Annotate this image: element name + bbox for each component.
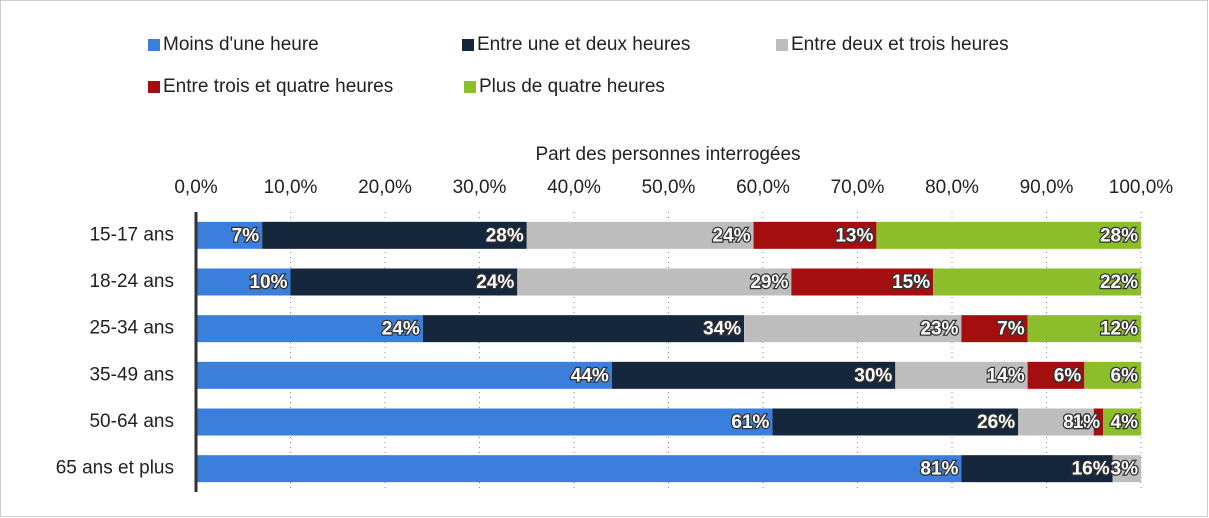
legend-swatch (464, 81, 476, 93)
bar-segment (961, 315, 1028, 343)
bar-segment (772, 408, 1019, 436)
bar-segment (422, 315, 745, 343)
x-tick-label: 30,0% (453, 177, 507, 198)
bar-segment (744, 315, 962, 343)
legend-swatch (148, 81, 160, 93)
x-axis-label: Part des personnes interrogées (535, 144, 800, 165)
value-label: 23% (920, 319, 958, 340)
bar-segment (933, 268, 1141, 296)
y-tick-label: 18-24 ans (89, 271, 174, 292)
bar-segment (196, 268, 291, 296)
bar-segment (196, 315, 423, 343)
bar-segment (895, 361, 1028, 389)
legend-label: Entre une et deux heures (477, 34, 690, 55)
value-label: 24% (476, 272, 514, 293)
value-label: 34% (703, 319, 741, 340)
x-tick-label: 70,0% (831, 177, 885, 198)
legend-label: Entre trois et quatre heures (163, 76, 393, 97)
bar-segment (876, 221, 1141, 249)
bar-segment (196, 455, 962, 483)
value-label: 7% (232, 225, 260, 246)
bar-segment (611, 361, 896, 389)
y-tick-label: 35-49 ans (89, 364, 174, 385)
x-tick-label: 90,0% (1020, 177, 1074, 198)
bar-segment (753, 221, 877, 249)
x-tick-label: 100,0% (1109, 177, 1174, 198)
value-label: 28% (486, 225, 524, 246)
x-tick-label: 80,0% (925, 177, 979, 198)
bar-segment (1112, 455, 1141, 483)
bar-segment (961, 455, 1113, 483)
legend-label: Moins d'une heure (163, 34, 319, 55)
legend-label: Plus de quatre heures (479, 76, 665, 97)
bar-segment (196, 221, 263, 249)
legend-swatch (148, 39, 160, 51)
bar-segment (1103, 408, 1141, 436)
y-tick-label: 65 ans et plus (56, 458, 174, 479)
legend-swatch (776, 39, 788, 51)
value-label: 4% (1111, 412, 1139, 433)
x-tick-label: 20,0% (358, 177, 412, 198)
value-label: 16% (1072, 459, 1110, 480)
value-label: 26% (977, 412, 1015, 433)
value-label: 24% (382, 319, 420, 340)
value-label: 22% (1100, 272, 1138, 293)
value-label: 1% (1073, 412, 1101, 433)
value-label: 6% (1054, 365, 1082, 386)
value-label: 12% (1100, 319, 1138, 340)
value-label: 10% (249, 272, 287, 293)
legend-label: Entre deux et trois heures (791, 34, 1009, 55)
bar-segment (517, 268, 792, 296)
value-label: 61% (731, 412, 769, 433)
bar-segment (526, 221, 754, 249)
bar-segment (196, 408, 773, 436)
bar-segment (1027, 315, 1141, 343)
x-tick-label: 50,0% (642, 177, 696, 198)
bar-segment (1018, 408, 1094, 436)
bar-segment (1027, 361, 1085, 389)
x-tick-label: 0,0% (174, 177, 217, 198)
y-tick-label: 15-17 ans (89, 224, 174, 245)
y-tick-label: 25-34 ans (89, 318, 174, 339)
bar-segment (290, 268, 518, 296)
bar-segment (1084, 361, 1141, 389)
value-label: 28% (1100, 225, 1138, 246)
value-label: 30% (854, 365, 892, 386)
value-label: 44% (571, 365, 609, 386)
x-tick-label: 10,0% (264, 177, 318, 198)
bar-segment (791, 268, 934, 296)
value-label: 8% (1063, 412, 1091, 433)
bar-segment (262, 221, 527, 249)
value-label: 29% (750, 272, 788, 293)
y-tick-label: 50-64 ans (89, 411, 174, 432)
value-label: 15% (892, 272, 930, 293)
value-label: 81% (920, 459, 958, 480)
x-tick-label: 40,0% (547, 177, 601, 198)
bar-segment (1093, 408, 1104, 436)
legend-swatch (462, 39, 474, 51)
value-label: 6% (1111, 365, 1139, 386)
value-label: 13% (835, 225, 873, 246)
bar-segment (196, 361, 612, 389)
value-label: 14% (987, 365, 1025, 386)
value-label: 24% (713, 225, 751, 246)
value-label: 3% (1111, 459, 1139, 480)
x-tick-label: 60,0% (736, 177, 790, 198)
value-label: 7% (997, 319, 1025, 340)
